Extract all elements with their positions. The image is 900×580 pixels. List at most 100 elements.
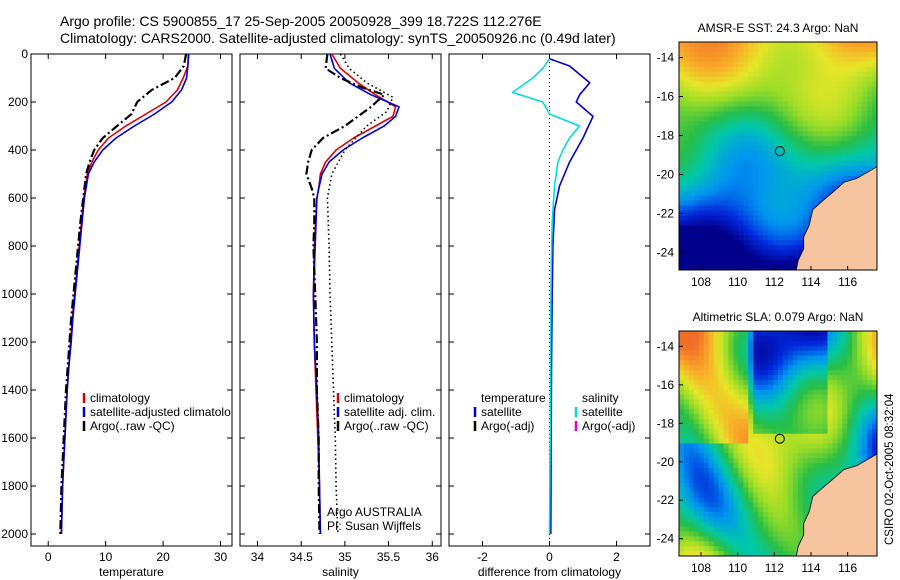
map-cell bbox=[832, 409, 838, 415]
map-cell bbox=[693, 541, 700, 547]
map-cell bbox=[728, 414, 735, 420]
map-cell bbox=[773, 511, 779, 518]
map-cell bbox=[797, 409, 804, 415]
map-cell bbox=[782, 170, 789, 177]
map-cell bbox=[778, 453, 784, 459]
map-cell bbox=[718, 230, 725, 236]
map-cell bbox=[787, 365, 794, 371]
map-cell bbox=[733, 121, 739, 127]
map-cell bbox=[713, 482, 720, 489]
map-cell bbox=[758, 106, 764, 112]
map-cell bbox=[827, 433, 834, 440]
map-cell bbox=[708, 335, 715, 342]
map-cell bbox=[782, 340, 789, 347]
map-cell bbox=[807, 375, 814, 381]
map-cell bbox=[768, 379, 774, 386]
map-cell bbox=[778, 526, 784, 533]
map-cell bbox=[807, 448, 814, 454]
map-cell bbox=[787, 516, 794, 523]
map-cell bbox=[698, 160, 705, 167]
map-cell bbox=[867, 126, 873, 132]
map-cell bbox=[802, 86, 809, 93]
map-cell bbox=[773, 345, 779, 352]
map-cell bbox=[728, 111, 735, 117]
map-cell bbox=[693, 101, 700, 108]
map-cell bbox=[748, 230, 754, 236]
map-cell bbox=[738, 497, 744, 503]
map-cell bbox=[763, 255, 769, 261]
map-cell bbox=[847, 458, 853, 464]
map-cell bbox=[733, 131, 739, 137]
map-cell bbox=[698, 419, 705, 425]
map-cell bbox=[797, 56, 804, 63]
map-cell bbox=[683, 394, 690, 401]
map-cell bbox=[807, 51, 814, 58]
map-cell bbox=[679, 511, 685, 518]
map-cell bbox=[738, 365, 744, 371]
map-cell bbox=[733, 350, 739, 357]
map-cell bbox=[817, 453, 824, 459]
map-cell bbox=[778, 394, 784, 401]
map-cell bbox=[792, 428, 799, 435]
map-cell bbox=[758, 472, 764, 479]
map-cell bbox=[857, 448, 863, 454]
map-cell bbox=[748, 340, 754, 347]
map-cell bbox=[862, 404, 868, 410]
map-cell bbox=[872, 86, 877, 93]
map-cell bbox=[787, 56, 794, 63]
map-cell bbox=[802, 175, 809, 182]
map-cell bbox=[768, 507, 774, 513]
map-cell bbox=[802, 477, 809, 484]
map-cell bbox=[703, 487, 710, 494]
map-cell bbox=[787, 220, 794, 226]
map-cell bbox=[723, 360, 730, 366]
map-cell bbox=[768, 551, 774, 556]
map-cell bbox=[683, 190, 690, 197]
map-cell bbox=[842, 136, 848, 142]
map-cell bbox=[852, 414, 858, 420]
map-cell bbox=[688, 42, 695, 48]
map-cell bbox=[718, 536, 725, 542]
map-cell bbox=[748, 190, 754, 197]
map-cell bbox=[733, 220, 739, 226]
map-cell bbox=[778, 265, 784, 270]
map-cell bbox=[693, 131, 700, 137]
map-cell bbox=[743, 61, 749, 68]
map-cell bbox=[768, 531, 774, 538]
map-cell bbox=[763, 250, 769, 256]
map-cell bbox=[758, 111, 764, 117]
map-cell bbox=[718, 160, 725, 167]
map-cell bbox=[743, 546, 749, 552]
map-cell bbox=[812, 141, 819, 147]
map-cell bbox=[847, 111, 853, 117]
map-cell bbox=[847, 453, 853, 459]
map-cell bbox=[718, 399, 725, 405]
map-cell bbox=[763, 156, 769, 162]
map-cell bbox=[842, 443, 848, 449]
map-cell bbox=[753, 487, 759, 494]
map-cell bbox=[872, 345, 877, 352]
map-cell bbox=[847, 463, 853, 469]
map-cell bbox=[758, 551, 764, 556]
map-cell bbox=[728, 340, 735, 347]
map-cell bbox=[679, 106, 685, 112]
map-cell bbox=[847, 360, 853, 366]
map-cell bbox=[703, 453, 710, 459]
map-cell bbox=[782, 240, 789, 246]
map-cell bbox=[847, 56, 853, 63]
map-cell bbox=[738, 215, 744, 222]
map-cell bbox=[708, 265, 715, 270]
map-cell bbox=[847, 350, 853, 357]
map-cell bbox=[782, 91, 789, 98]
map-cell bbox=[822, 121, 829, 127]
map-cell bbox=[708, 511, 715, 518]
map-cell bbox=[797, 195, 804, 202]
map-cell bbox=[787, 230, 794, 236]
map-cell bbox=[797, 131, 804, 137]
map-cell bbox=[807, 205, 814, 212]
map-cell bbox=[688, 458, 695, 464]
map-cell bbox=[847, 121, 853, 127]
map-cell bbox=[787, 185, 794, 192]
map-cell bbox=[743, 230, 749, 236]
map-cell bbox=[693, 116, 700, 122]
